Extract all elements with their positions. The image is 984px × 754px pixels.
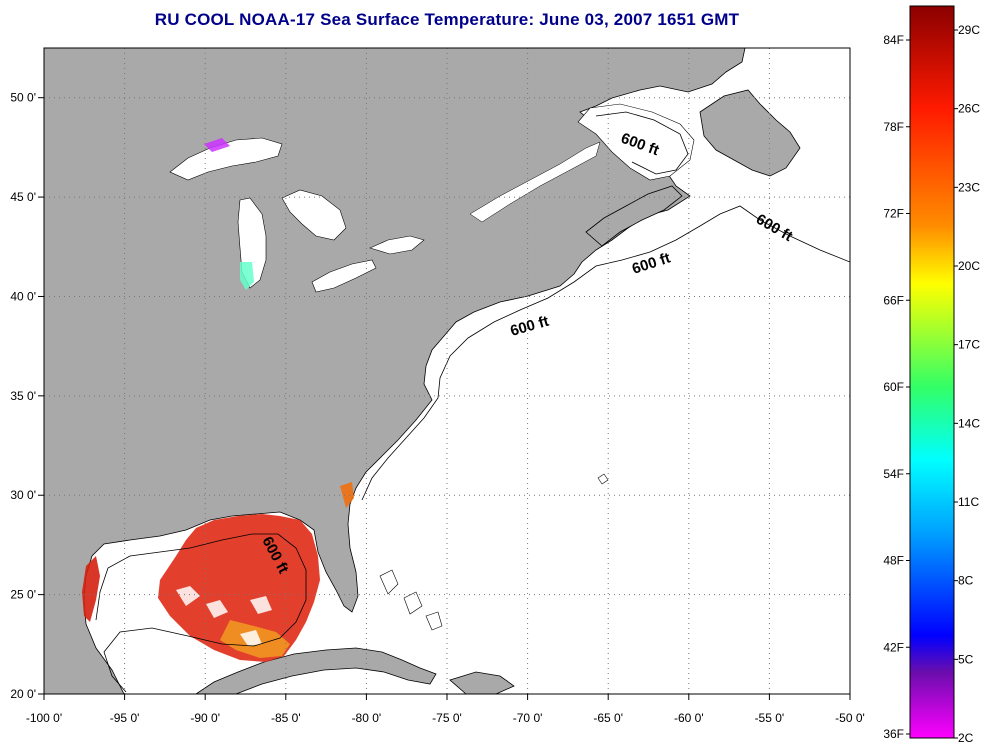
- texas-coastal-sst: [82, 556, 100, 622]
- lake-ontario: [369, 235, 425, 255]
- bermuda: [597, 473, 609, 485]
- colorbar-fahrenheit-labels: 84F 78F 72F 66F 60F 54F 48F 42F 36F: [883, 33, 910, 741]
- gulf-sst-gaps: [176, 586, 272, 646]
- colorbar-f-label: 60F: [883, 380, 904, 394]
- colorbar-c-label: 8C: [958, 574, 974, 588]
- hispaniola-land: [449, 671, 515, 694]
- lat-tick-label: 30 0': [10, 488, 36, 502]
- lat-tick-label: 20 0': [10, 687, 36, 701]
- lake-superior-sst: [204, 138, 230, 152]
- colorbar-f-label: 66F: [883, 293, 904, 307]
- colorbar-celsius-labels: 29C 26C 23C 20C 17C 14C 11C 8C 5C 2C: [954, 23, 980, 745]
- colorbar-f-label: 84F: [883, 33, 904, 47]
- isobath-600ft-gulf: [95, 533, 307, 693]
- lon-tick-label: -55 0': [755, 711, 785, 725]
- colorbar-c-label: 20C: [958, 259, 980, 273]
- colorbar-c-label: 17C: [958, 338, 980, 352]
- colorbar-c-label: 14C: [958, 416, 980, 430]
- lon-tick-label: -60 0': [674, 711, 704, 725]
- bahamas: [379, 569, 443, 631]
- florida-east-sst: [340, 482, 354, 508]
- nova-scotia-land: [585, 185, 683, 247]
- latitude-axis: 20 0' 25 0' 30 0' 35 0' 40 0' 45 0' 50 0': [10, 91, 44, 701]
- lat-tick-label: 50 0': [10, 91, 36, 105]
- colorbar-c-label: 29C: [958, 23, 980, 37]
- colorbar-c-label: 2C: [958, 731, 974, 745]
- lat-tick-label: 25 0': [10, 588, 36, 602]
- lon-tick-label: -70 0': [513, 711, 543, 725]
- lake-erie: [311, 259, 377, 293]
- lake-michigan-sst: [240, 262, 254, 290]
- lon-tick-label: -95 0': [110, 711, 140, 725]
- isobath-600ft-gulf-stlawrence: [595, 111, 689, 175]
- colorbar-c-label: 26C: [958, 102, 980, 116]
- lon-tick-label: -75 0': [432, 711, 462, 725]
- colorbar-c-label: 11C: [958, 495, 979, 509]
- lon-tick-label: -100 0': [26, 711, 62, 725]
- lake-superior: [169, 137, 283, 181]
- st-lawrence-river: [469, 141, 601, 223]
- colorbar-c-label: 5C: [958, 652, 974, 666]
- colorbar-f-label: 72F: [883, 207, 904, 221]
- longitude-axis: -100 0' -95 0' -90 0' -85 0' -80 0' -75 0' -70…: [26, 694, 865, 725]
- lon-tick-label: -50 0': [835, 711, 865, 725]
- colorbar-f-label: 54F: [883, 467, 904, 481]
- colorbar-f-label: 42F: [883, 640, 904, 654]
- lat-tick-label: 40 0': [10, 289, 36, 303]
- gulf-st-lawrence: [577, 103, 695, 181]
- lon-tick-label: -90 0': [190, 711, 220, 725]
- lon-tick-label: -80 0': [352, 711, 382, 725]
- lake-huron: [281, 189, 347, 241]
- lon-tick-label: -65 0': [593, 711, 623, 725]
- colorbar: [909, 5, 955, 739]
- colorbar-f-label: 48F: [883, 554, 904, 568]
- isobath-600ft-atlantic: [361, 205, 850, 501]
- colorbar-f-label: 36F: [883, 727, 904, 741]
- gulf-sst-data: [158, 514, 320, 662]
- lon-tick-label: -85 0': [271, 711, 301, 725]
- colorbar-f-label: 78F: [883, 120, 904, 134]
- map-title: RU COOL NOAA-17 Sea Surface Temperature:…: [154, 10, 740, 29]
- lat-tick-label: 35 0': [10, 389, 36, 403]
- colorbar-c-label: 23C: [958, 180, 980, 194]
- lat-tick-label: 45 0': [10, 190, 36, 204]
- newfoundland-land: [699, 89, 801, 177]
